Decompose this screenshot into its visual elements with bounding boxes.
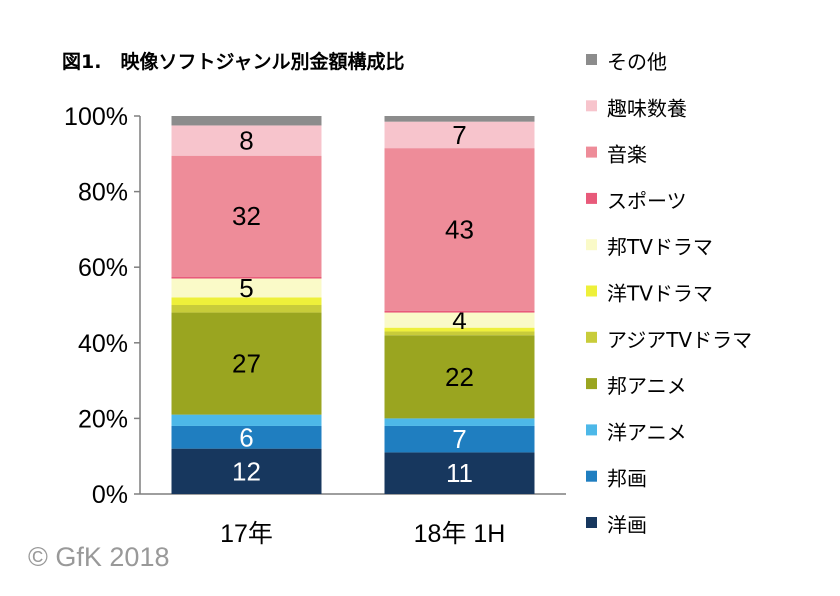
bar-segment xyxy=(384,425,535,453)
data-label: 22 xyxy=(445,362,474,392)
bar-segment xyxy=(384,148,535,311)
legend-swatch xyxy=(586,470,597,482)
legend-swatch xyxy=(586,517,597,528)
y-tick-label: 0% xyxy=(92,481,128,509)
bar-segment xyxy=(171,414,322,426)
legend-label: 邦画 xyxy=(607,467,647,491)
bar-segment xyxy=(384,331,535,336)
bar-segment xyxy=(384,310,535,313)
legend-swatch xyxy=(586,424,597,436)
legend-label: 洋画 xyxy=(607,513,647,537)
bar-segment xyxy=(384,116,535,122)
y-tick-label: 80% xyxy=(78,179,128,207)
legend-label: 趣味数養 xyxy=(607,96,687,120)
legend-swatch xyxy=(586,239,597,251)
bar-segment xyxy=(171,116,322,126)
y-tick-label: 100% xyxy=(64,103,128,131)
bar-segment xyxy=(171,155,322,277)
bar-segment xyxy=(171,278,322,298)
data-label: 6 xyxy=(239,422,253,452)
data-label: 4 xyxy=(452,305,466,335)
data-label: 32 xyxy=(232,201,261,231)
legend-swatch xyxy=(586,100,597,112)
bar-segment xyxy=(384,335,535,419)
legend-label: 洋アニメ xyxy=(607,420,687,444)
legend-swatch xyxy=(586,54,597,65)
chart-title: 図1. 映像ソフトジャンル別金額構成比 xyxy=(62,50,405,73)
bar-segment xyxy=(384,121,535,149)
bar-segment xyxy=(171,276,322,279)
data-label: 5 xyxy=(239,273,253,303)
legend-swatch xyxy=(586,378,597,390)
y-tick-label: 20% xyxy=(78,405,128,433)
data-label: 7 xyxy=(452,424,466,454)
bar-segment xyxy=(384,312,535,328)
data-label: 27 xyxy=(232,349,261,379)
legend-label: アジアTVドラマ xyxy=(607,328,752,352)
legend-label: 洋TVドラマ xyxy=(607,282,713,306)
bar-segment xyxy=(384,418,535,426)
data-label: 8 xyxy=(239,126,253,156)
legend-label: 邦アニメ xyxy=(607,374,687,398)
bar-segment xyxy=(171,297,322,305)
x-tick-label: 18年 1H xyxy=(414,520,506,548)
copyright-text: © GfK 2018 xyxy=(28,542,169,572)
bar-segment xyxy=(384,452,535,494)
y-tick-label: 40% xyxy=(78,330,128,358)
legend-swatch xyxy=(586,146,597,158)
legend-swatch xyxy=(586,331,597,343)
y-tick-label: 60% xyxy=(78,254,128,282)
bar-segment xyxy=(171,312,322,415)
legend-swatch xyxy=(586,192,597,204)
data-label: 7 xyxy=(452,120,466,150)
x-tick-label: 17年 xyxy=(220,520,273,548)
data-label: 11 xyxy=(446,458,473,488)
bar-segment xyxy=(171,305,322,313)
legend-label: 邦TVドラマ xyxy=(607,235,713,259)
bar-segment xyxy=(384,327,535,332)
legend-label: 音楽 xyxy=(607,143,647,167)
legend-label: スポーツ xyxy=(607,189,687,213)
bar-segment xyxy=(171,125,322,156)
data-label: 43 xyxy=(445,214,474,244)
bar-segment xyxy=(171,425,322,449)
bar-segment xyxy=(171,448,322,494)
legend-swatch xyxy=(586,285,597,297)
legend-label: その他 xyxy=(607,50,667,74)
data-label: 12 xyxy=(232,456,261,486)
